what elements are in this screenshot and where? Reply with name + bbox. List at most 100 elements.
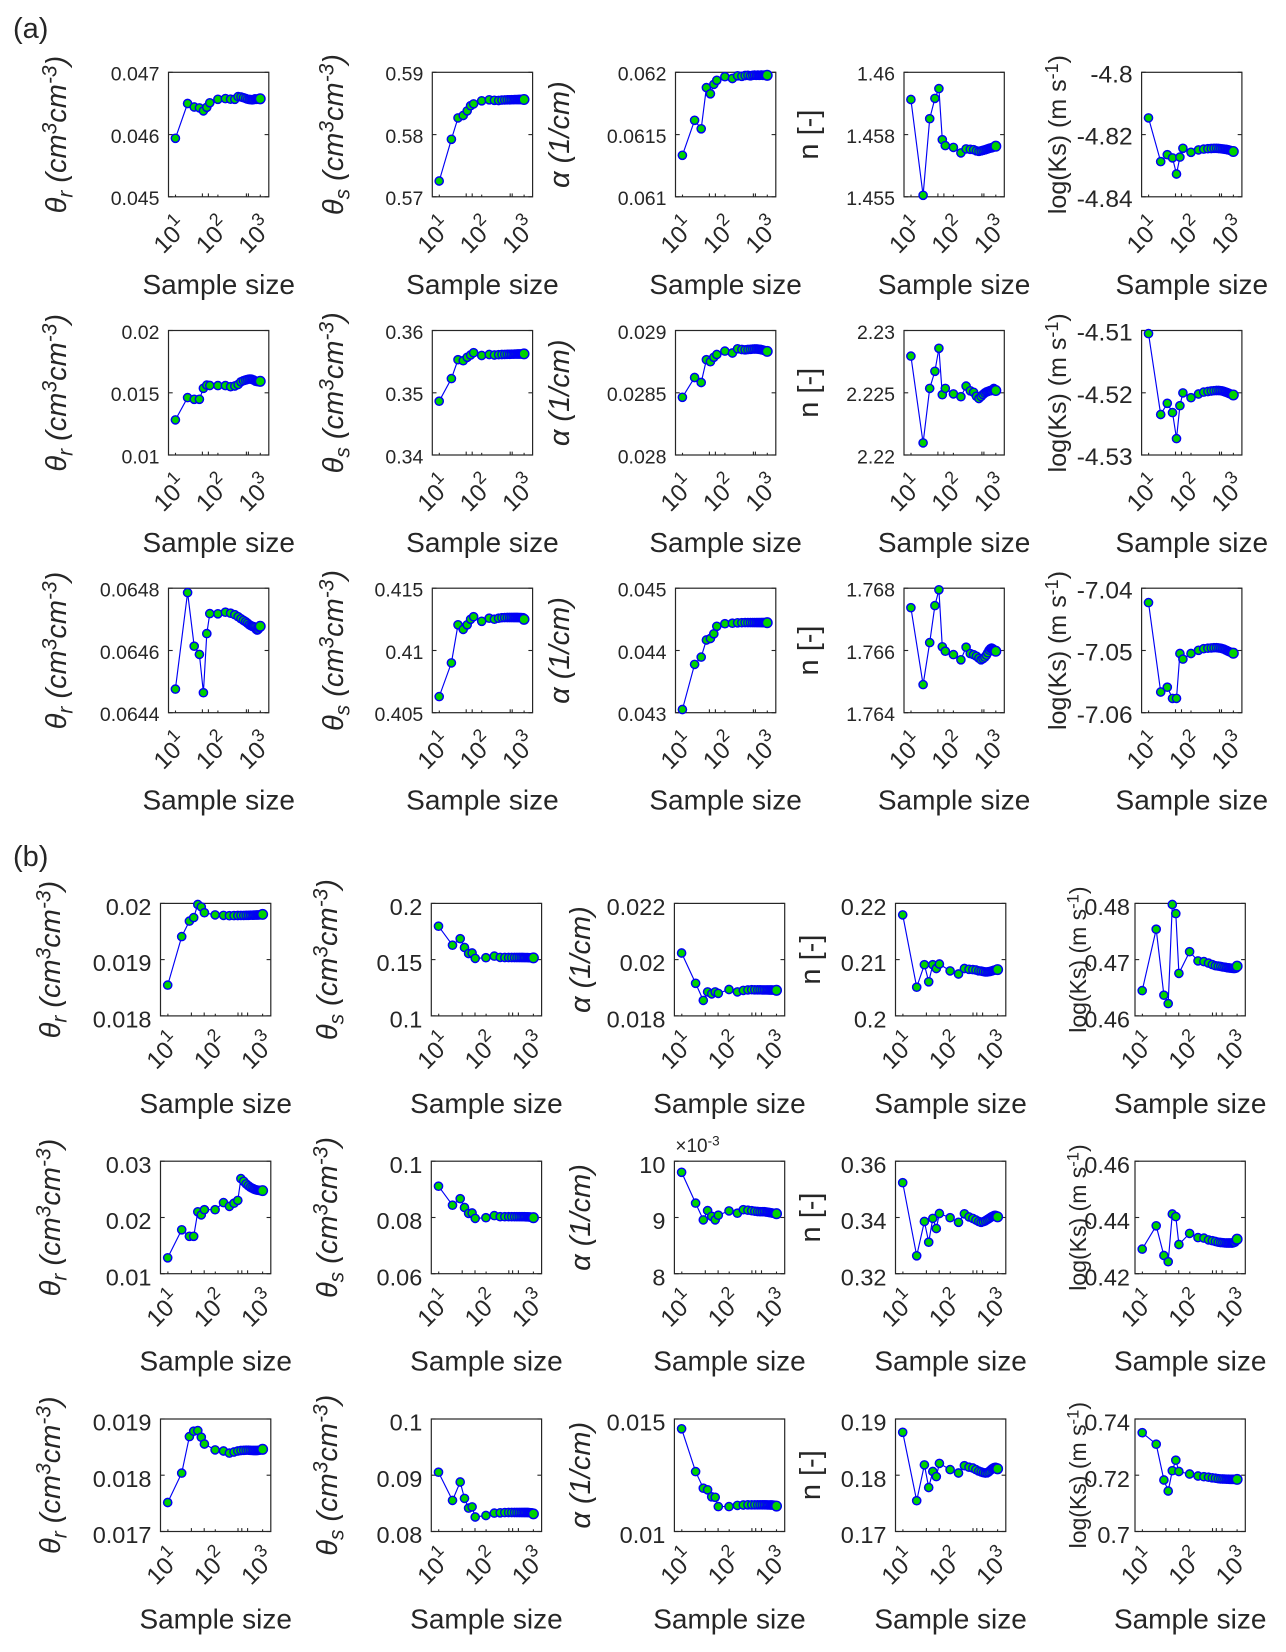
svg-text:0.017: 0.017 bbox=[93, 1522, 152, 1548]
svg-text:-7.05: -7.05 bbox=[1077, 640, 1133, 667]
svg-text:log(Ks) (m s-1): log(Ks) (m s-1) bbox=[1042, 313, 1072, 472]
svg-text:0.22: 0.22 bbox=[841, 894, 887, 920]
svg-text:0.44: 0.44 bbox=[1084, 1208, 1130, 1234]
svg-text:0.17: 0.17 bbox=[841, 1522, 887, 1548]
svg-text:0.32: 0.32 bbox=[841, 1264, 887, 1290]
svg-text:Sample size: Sample size bbox=[878, 785, 1031, 816]
svg-text:Sample size: Sample size bbox=[653, 1604, 806, 1635]
svg-text:Sample size: Sample size bbox=[878, 527, 1031, 558]
svg-text:-7.04: -7.04 bbox=[1077, 577, 1133, 604]
svg-text:0.0285: 0.0285 bbox=[607, 384, 667, 406]
svg-text:0.41: 0.41 bbox=[385, 642, 423, 664]
svg-text:8: 8 bbox=[652, 1264, 665, 1290]
svg-text:0.02: 0.02 bbox=[122, 322, 160, 344]
svg-text:0.1: 0.1 bbox=[390, 1152, 423, 1178]
svg-text:log(Ks) (m s-1): log(Ks) (m s-1) bbox=[1042, 571, 1072, 730]
svg-text:log(Ks) (m s-1): log(Ks) (m s-1) bbox=[1042, 55, 1072, 214]
svg-text:0.043: 0.043 bbox=[618, 704, 667, 726]
svg-text:n [-]: n [-] bbox=[795, 1193, 827, 1243]
svg-text:Sample size: Sample size bbox=[142, 527, 295, 558]
svg-text:0.58: 0.58 bbox=[385, 126, 423, 148]
svg-text:Sample size: Sample size bbox=[653, 1088, 806, 1119]
svg-text:0.0648: 0.0648 bbox=[100, 580, 160, 602]
svg-text:θr (cm3cm-3): θr (cm3cm-3) bbox=[38, 314, 77, 472]
svg-text:0.18: 0.18 bbox=[841, 1466, 887, 1492]
svg-text:Sample size: Sample size bbox=[410, 1604, 563, 1635]
svg-text:0.1: 0.1 bbox=[390, 1410, 423, 1436]
svg-text:Sample size: Sample size bbox=[142, 785, 295, 816]
svg-text:Sample size: Sample size bbox=[410, 1088, 563, 1119]
svg-text:Sample size: Sample size bbox=[649, 527, 802, 558]
svg-text:0.022: 0.022 bbox=[607, 894, 666, 920]
svg-text:0.72: 0.72 bbox=[1084, 1466, 1130, 1492]
svg-text:Sample size: Sample size bbox=[139, 1604, 292, 1635]
svg-text:α (1/cm): α (1/cm) bbox=[565, 906, 597, 1013]
svg-text:Sample size: Sample size bbox=[1114, 1604, 1267, 1635]
svg-text:0.08: 0.08 bbox=[377, 1208, 423, 1234]
svg-text:Sample size: Sample size bbox=[1116, 269, 1269, 300]
svg-text:0.46: 0.46 bbox=[1084, 1152, 1130, 1178]
svg-text:1.458: 1.458 bbox=[846, 126, 895, 148]
svg-text:0.047: 0.047 bbox=[111, 64, 160, 86]
svg-text:n [-]: n [-] bbox=[795, 935, 827, 985]
svg-text:Sample size: Sample size bbox=[649, 785, 802, 816]
svg-text:Sample size: Sample size bbox=[142, 269, 295, 300]
svg-text:-4.82: -4.82 bbox=[1077, 124, 1133, 151]
svg-text:0.02: 0.02 bbox=[106, 894, 152, 920]
svg-text:0.02: 0.02 bbox=[620, 950, 666, 976]
svg-text:0.7: 0.7 bbox=[1097, 1522, 1130, 1548]
svg-text:0.74: 0.74 bbox=[1084, 1410, 1130, 1436]
svg-text:0.045: 0.045 bbox=[618, 580, 667, 602]
svg-text:Sample size: Sample size bbox=[1116, 527, 1269, 558]
svg-text:0.415: 0.415 bbox=[374, 580, 423, 602]
svg-text:2.225: 2.225 bbox=[846, 384, 895, 406]
svg-text:Sample size: Sample size bbox=[410, 1346, 563, 1377]
svg-text:Sample size: Sample size bbox=[139, 1346, 292, 1377]
svg-text:0.57: 0.57 bbox=[385, 188, 423, 210]
svg-text:(b): (b) bbox=[13, 841, 48, 873]
svg-text:1.764: 1.764 bbox=[846, 704, 895, 726]
svg-text:0.08: 0.08 bbox=[377, 1522, 423, 1548]
svg-text:Sample size: Sample size bbox=[1114, 1088, 1267, 1119]
svg-text:α (1/cm): α (1/cm) bbox=[544, 81, 576, 188]
svg-text:0.47: 0.47 bbox=[1084, 950, 1130, 976]
svg-text:0.018: 0.018 bbox=[93, 1466, 152, 1492]
svg-text:0.09: 0.09 bbox=[377, 1466, 423, 1492]
svg-text:0.21: 0.21 bbox=[841, 950, 887, 976]
svg-text:Sample size: Sample size bbox=[649, 269, 802, 300]
svg-text:0.03: 0.03 bbox=[106, 1152, 152, 1178]
svg-text:0.35: 0.35 bbox=[385, 384, 423, 406]
svg-text:0.029: 0.029 bbox=[618, 322, 667, 344]
svg-text:0.019: 0.019 bbox=[93, 950, 152, 976]
svg-text:α (1/cm): α (1/cm) bbox=[565, 1164, 597, 1271]
svg-text:2.23: 2.23 bbox=[857, 322, 895, 344]
svg-text:0.062: 0.062 bbox=[618, 64, 667, 86]
svg-text:0.06: 0.06 bbox=[377, 1264, 423, 1290]
svg-text:0.019: 0.019 bbox=[93, 1410, 152, 1436]
svg-text:log(Ks) (m s-1): log(Ks) (m s-1) bbox=[1063, 1402, 1091, 1548]
svg-text:θr (cm3cm-3): θr (cm3cm-3) bbox=[32, 1139, 71, 1297]
svg-text:0.015: 0.015 bbox=[607, 1410, 666, 1436]
svg-text:0.36: 0.36 bbox=[841, 1152, 887, 1178]
svg-text:10: 10 bbox=[639, 1152, 665, 1178]
svg-text:0.01: 0.01 bbox=[106, 1264, 152, 1290]
svg-text:0.0646: 0.0646 bbox=[100, 642, 160, 664]
svg-text:-4.52: -4.52 bbox=[1077, 382, 1133, 409]
svg-text:0.46: 0.46 bbox=[1084, 1007, 1130, 1033]
svg-text:n [-]: n [-] bbox=[793, 110, 825, 160]
svg-text:n [-]: n [-] bbox=[793, 368, 825, 418]
svg-text:0.018: 0.018 bbox=[93, 1007, 152, 1033]
svg-text:0.01: 0.01 bbox=[620, 1522, 666, 1548]
svg-text:n [-]: n [-] bbox=[793, 626, 825, 676]
svg-text:0.59: 0.59 bbox=[385, 64, 423, 86]
svg-text:1.46: 1.46 bbox=[857, 64, 895, 86]
svg-text:θs (cm3cm-3): θs (cm3cm-3) bbox=[315, 54, 354, 215]
svg-text:0.0615: 0.0615 bbox=[607, 126, 667, 148]
svg-text:1.766: 1.766 bbox=[846, 642, 895, 664]
svg-text:Sample size: Sample size bbox=[406, 269, 559, 300]
svg-text:0.1: 0.1 bbox=[390, 1007, 423, 1033]
svg-text:0.15: 0.15 bbox=[377, 950, 423, 976]
svg-text:0.48: 0.48 bbox=[1084, 894, 1130, 920]
svg-text:0.0644: 0.0644 bbox=[100, 704, 160, 726]
svg-text:0.015: 0.015 bbox=[111, 384, 160, 406]
